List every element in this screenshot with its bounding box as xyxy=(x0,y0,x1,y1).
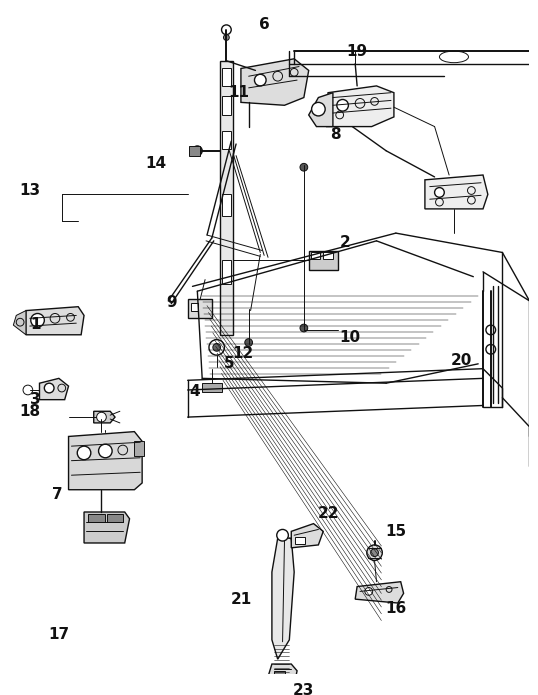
Bar xyxy=(222,131,231,149)
Text: 22: 22 xyxy=(317,507,339,521)
Circle shape xyxy=(337,99,349,111)
Circle shape xyxy=(435,188,444,197)
Circle shape xyxy=(365,587,373,596)
Bar xyxy=(222,96,231,115)
Polygon shape xyxy=(39,378,68,400)
Text: 18: 18 xyxy=(19,404,40,419)
Circle shape xyxy=(44,383,54,393)
Polygon shape xyxy=(326,86,394,126)
Text: 19: 19 xyxy=(346,44,367,58)
Circle shape xyxy=(193,146,202,156)
Bar xyxy=(107,514,123,522)
Text: 5: 5 xyxy=(224,357,235,371)
Circle shape xyxy=(23,385,33,395)
Bar xyxy=(323,252,333,259)
Text: 8: 8 xyxy=(330,126,341,142)
Circle shape xyxy=(371,549,378,557)
Text: 16: 16 xyxy=(385,601,407,616)
Bar xyxy=(310,252,320,259)
Text: 23: 23 xyxy=(293,682,315,695)
Text: 11: 11 xyxy=(229,85,250,100)
Bar xyxy=(274,671,286,677)
Bar xyxy=(222,260,231,284)
Circle shape xyxy=(277,530,288,541)
Circle shape xyxy=(367,545,383,560)
Circle shape xyxy=(31,313,44,327)
Bar xyxy=(88,514,105,522)
Polygon shape xyxy=(68,432,142,490)
Circle shape xyxy=(77,446,91,459)
Polygon shape xyxy=(188,299,212,318)
Polygon shape xyxy=(241,59,309,105)
Text: 13: 13 xyxy=(19,183,40,198)
Text: 4: 4 xyxy=(189,384,200,400)
Circle shape xyxy=(245,338,252,346)
Text: 9: 9 xyxy=(166,295,176,311)
Polygon shape xyxy=(291,523,323,548)
Polygon shape xyxy=(26,306,84,335)
Polygon shape xyxy=(355,582,404,603)
Text: 1: 1 xyxy=(30,317,41,332)
Text: 6: 6 xyxy=(259,17,270,33)
Polygon shape xyxy=(84,512,130,543)
Polygon shape xyxy=(309,92,333,126)
Circle shape xyxy=(97,412,107,422)
Circle shape xyxy=(222,25,231,35)
Polygon shape xyxy=(309,250,338,270)
Polygon shape xyxy=(272,538,294,659)
Circle shape xyxy=(300,324,308,332)
Text: 14: 14 xyxy=(145,156,166,171)
Text: 12: 12 xyxy=(232,345,253,361)
Circle shape xyxy=(486,325,495,335)
Text: 20: 20 xyxy=(451,354,472,368)
Bar xyxy=(202,383,222,392)
Polygon shape xyxy=(268,664,297,685)
Polygon shape xyxy=(13,311,26,335)
Text: 21: 21 xyxy=(230,591,252,607)
Text: 10: 10 xyxy=(339,330,360,345)
Text: 3: 3 xyxy=(30,392,41,407)
Circle shape xyxy=(213,343,221,351)
Circle shape xyxy=(209,340,224,355)
Circle shape xyxy=(300,163,308,171)
Text: 15: 15 xyxy=(385,524,406,539)
Circle shape xyxy=(98,444,112,458)
Circle shape xyxy=(486,345,495,354)
Bar xyxy=(222,195,231,215)
Polygon shape xyxy=(220,60,233,335)
Circle shape xyxy=(312,102,325,116)
Text: 7: 7 xyxy=(52,487,62,502)
Text: 17: 17 xyxy=(48,628,69,642)
Bar xyxy=(190,303,199,311)
Bar xyxy=(134,441,144,456)
Bar xyxy=(222,69,231,86)
Text: 2: 2 xyxy=(340,236,351,250)
Circle shape xyxy=(254,74,266,86)
Polygon shape xyxy=(425,175,488,209)
Polygon shape xyxy=(94,411,115,423)
Circle shape xyxy=(223,35,229,40)
Bar xyxy=(189,146,200,156)
Bar xyxy=(295,537,305,544)
